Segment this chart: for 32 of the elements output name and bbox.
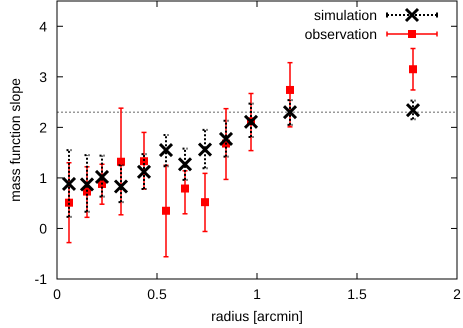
y-tick-label: 4 [39, 18, 48, 34]
x-tick-label: 0.5 [147, 286, 167, 302]
point [406, 102, 420, 118]
x-tick-label: 1.5 [347, 286, 367, 302]
point [244, 114, 258, 130]
y-axis-title: mass function slope [7, 78, 23, 202]
y-tick-label: 1 [39, 170, 48, 186]
y-tick-label: 2 [39, 119, 48, 136]
point [114, 179, 128, 194]
point [94, 169, 110, 184]
point [80, 176, 94, 192]
point [282, 104, 298, 120]
legend-label: observation [304, 26, 377, 42]
point [286, 86, 294, 94]
x-tick-label: 2 [453, 286, 462, 302]
point [136, 164, 152, 180]
point [62, 176, 76, 192]
point [181, 184, 189, 193]
x-tick-label: 1 [253, 286, 262, 302]
point [409, 65, 417, 74]
legend-label: simulation [314, 7, 377, 23]
y-tick-label: 0 [39, 220, 48, 236]
y-tick-label: 3 [39, 68, 48, 85]
point [178, 156, 192, 172]
x-tick-label: 0 [53, 286, 62, 302]
y-tick-label: -1 [34, 271, 48, 287]
point [201, 198, 209, 206]
point [218, 131, 234, 146]
point [158, 142, 174, 158]
x-axis-title: radius [arcmin] [211, 308, 303, 324]
point [198, 142, 212, 158]
point [162, 206, 170, 215]
